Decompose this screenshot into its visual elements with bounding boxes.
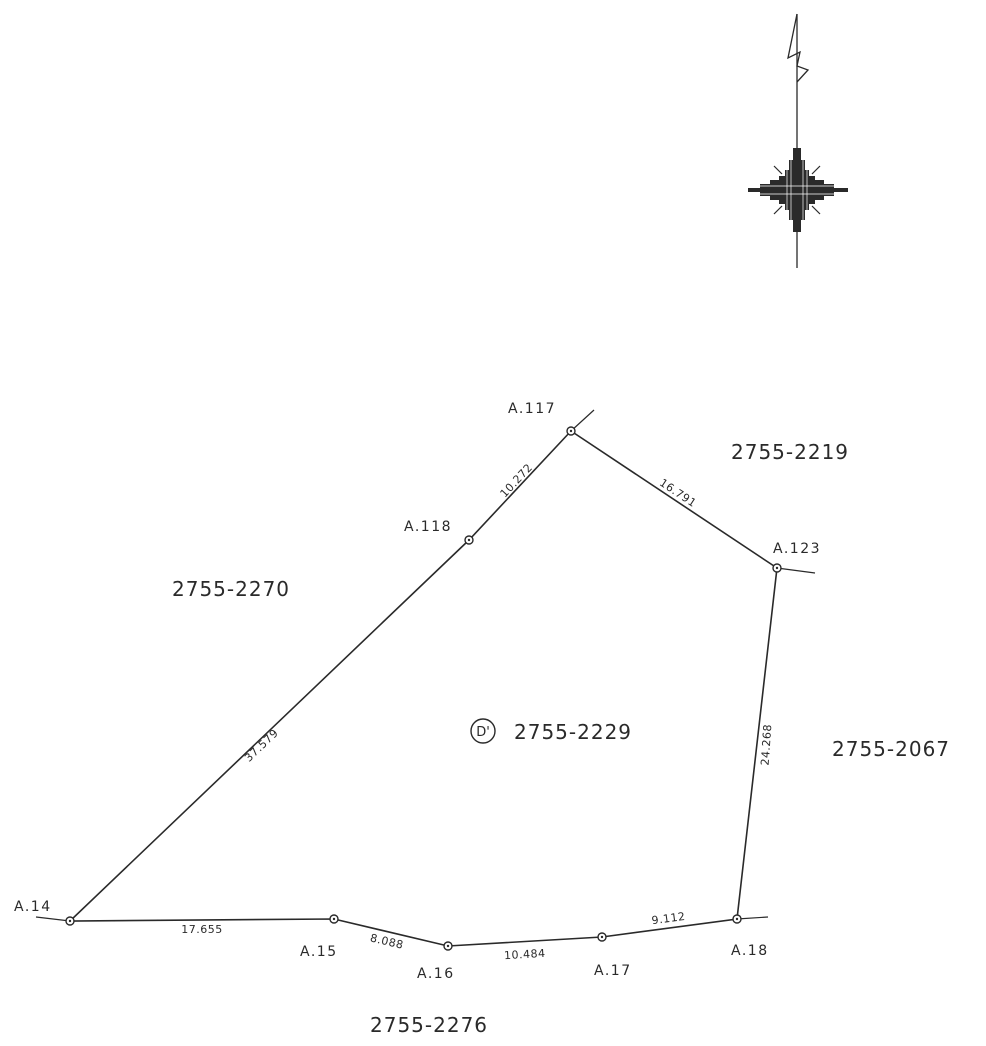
point-label-a16: A.16 <box>417 966 455 982</box>
distance-label: 9.112 <box>651 910 686 927</box>
neighbor-parcel-north-east: 2755-2219 <box>731 440 849 464</box>
distance-label: 10.272 <box>498 461 536 500</box>
vertex-markers <box>65 426 782 951</box>
vertex-a118 <box>464 535 474 545</box>
distance-label: 37.579 <box>242 726 281 764</box>
vertex-a16 <box>443 941 453 951</box>
vertex-a117 <box>566 426 576 436</box>
vertex-a14 <box>65 916 75 926</box>
vertex-a123 <box>772 563 782 573</box>
distance-label: 10.484 <box>504 947 546 962</box>
point-label-a15: A.15 <box>300 944 338 960</box>
point-label-a17: A.17 <box>594 963 632 979</box>
parcel-marker-text: D' <box>476 725 490 740</box>
point-label-a14: A.14 <box>14 899 52 915</box>
distance-label: 17.655 <box>181 923 223 936</box>
point-label-a123: A.123 <box>773 541 821 557</box>
distance-label: 24.268 <box>759 724 775 766</box>
parcel-id: 2755-2229 <box>514 720 632 744</box>
vertex-a18 <box>732 914 742 924</box>
boundary-extensions <box>35 409 816 922</box>
neighbor-parcel-south: 2755-2276 <box>370 1013 488 1037</box>
parcel-boundary <box>67 429 778 947</box>
vertex-a15 <box>329 914 339 924</box>
point-label-a18: A.18 <box>731 943 769 959</box>
north-arrow-icon <box>748 13 848 268</box>
neighbor-parcel-west: 2755-2270 <box>172 577 290 601</box>
vertex-a17 <box>597 932 607 942</box>
neighbor-parcel-east: 2755-2067 <box>832 737 950 761</box>
point-label-a117: A.117 <box>508 401 556 417</box>
point-label-a118: A.118 <box>404 519 452 535</box>
parcel-marker: D' <box>470 718 496 744</box>
